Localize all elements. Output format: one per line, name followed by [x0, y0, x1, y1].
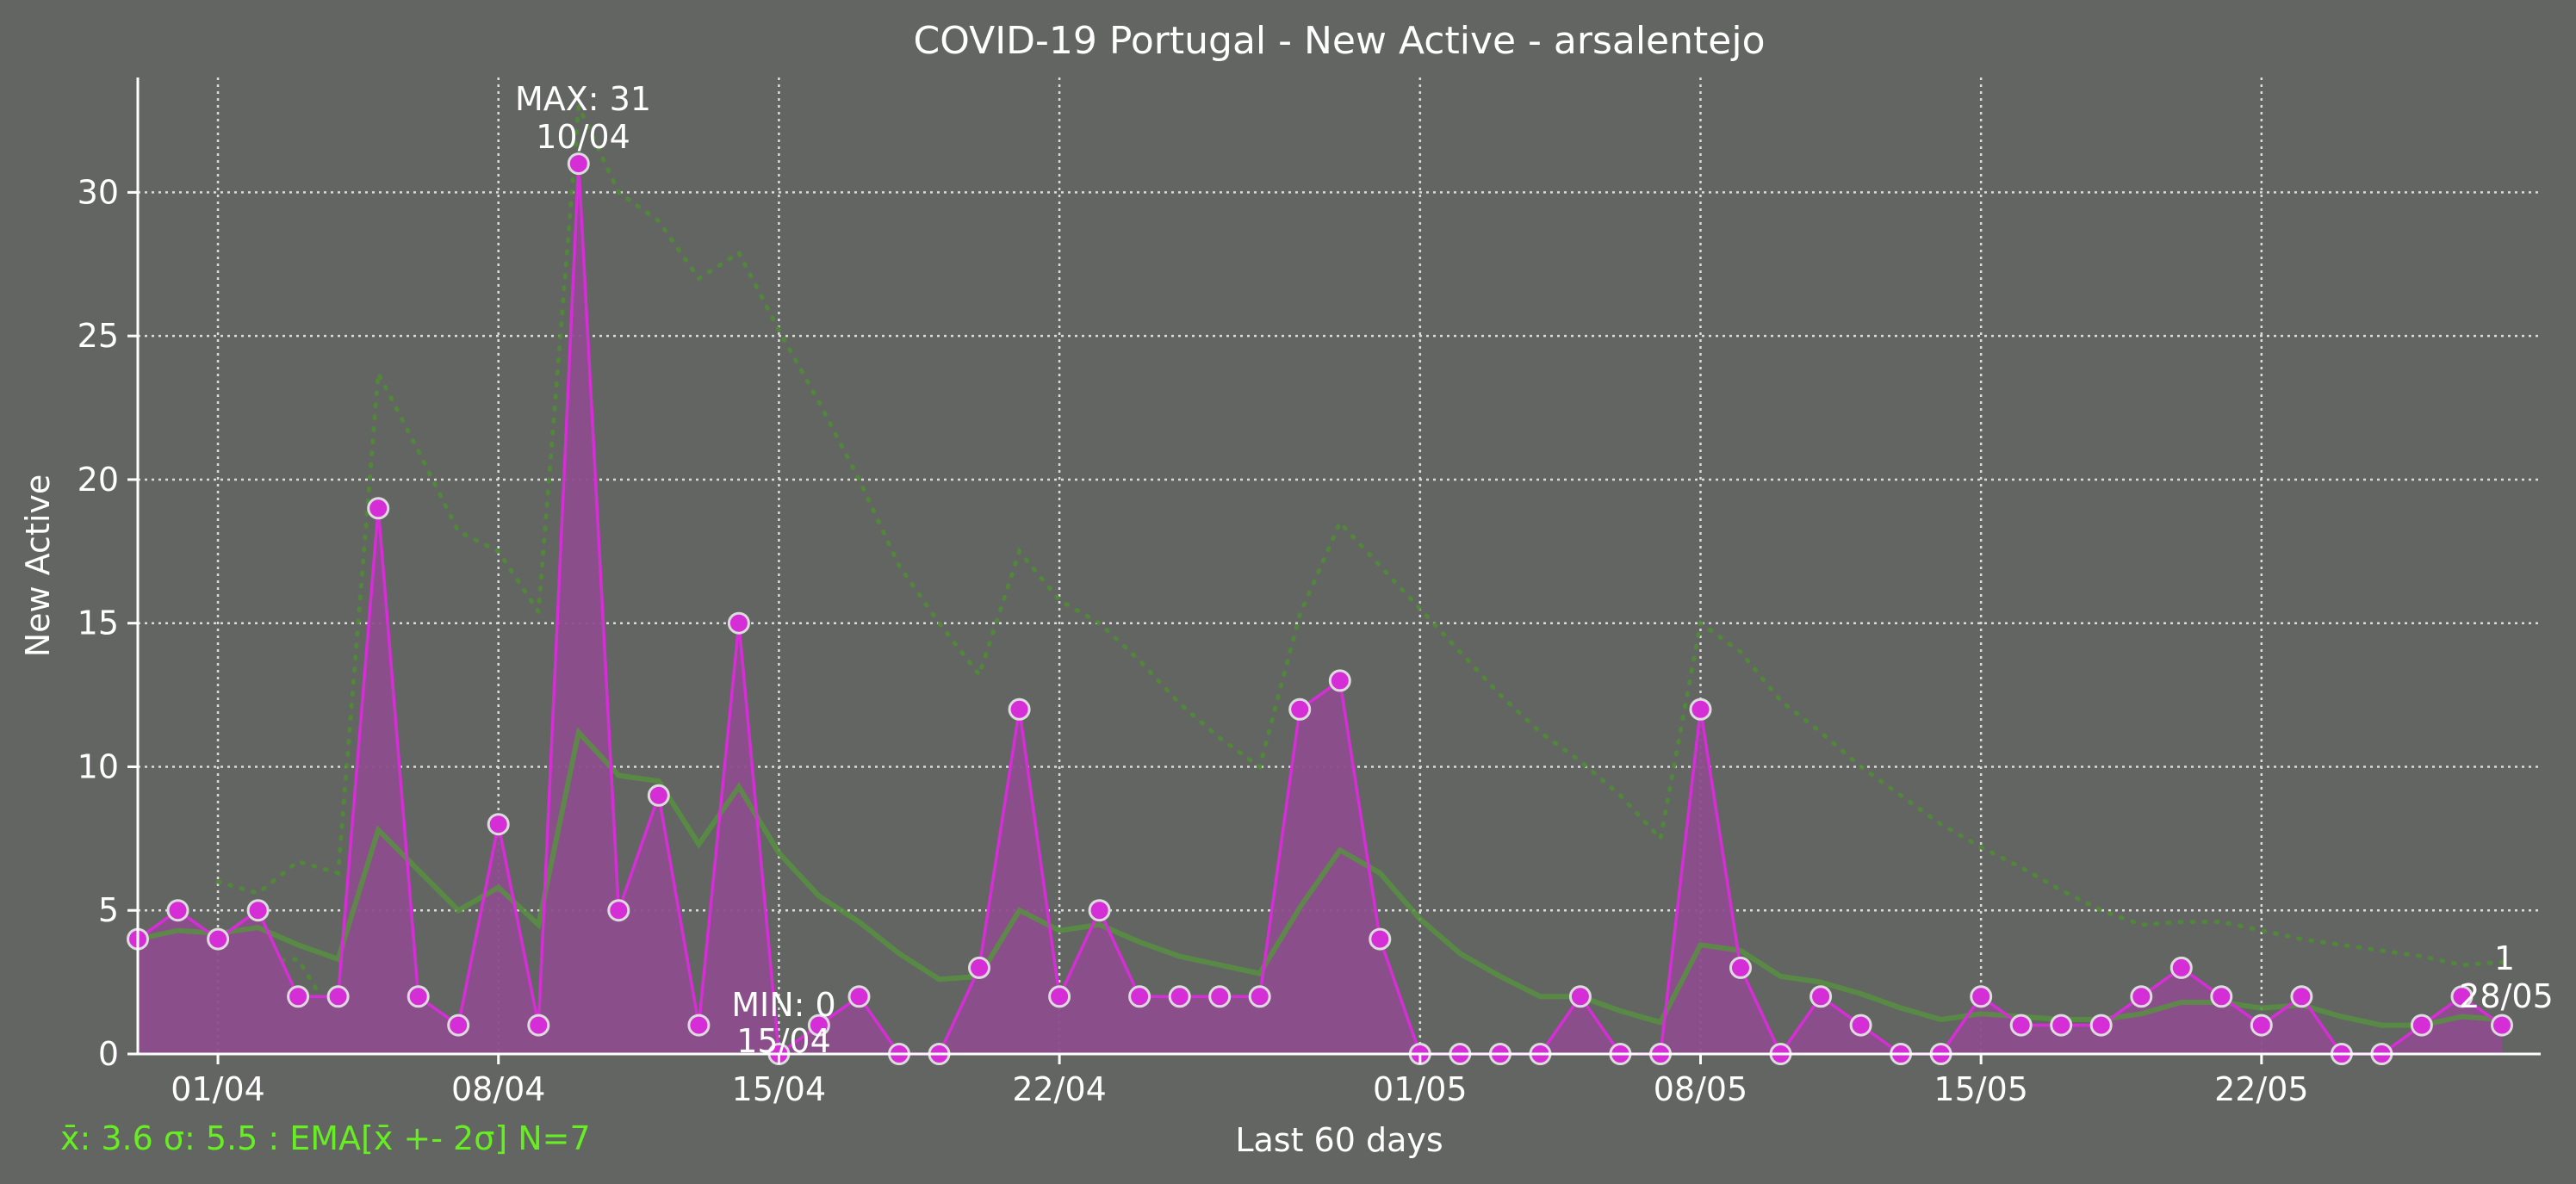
data-point: [1369, 927, 1392, 951]
area-fill-layer: [138, 164, 2502, 1055]
last-annotation-value: 1: [2494, 939, 2515, 977]
data-point: [1168, 985, 1191, 1008]
y-tick-label: 15: [78, 604, 119, 642]
ema-upper-band: [215, 97, 2505, 968]
data-point: [1248, 985, 1271, 1008]
x-tick-label: 15/04: [732, 1070, 827, 1108]
data-point: [2130, 985, 2153, 1008]
data-point: [447, 1014, 470, 1037]
data-point: [1088, 899, 1111, 922]
data-point: [2169, 956, 2193, 979]
data-point: [326, 985, 350, 1008]
data-point: [2290, 985, 2313, 1008]
data-point: [487, 813, 510, 836]
data-point: [1970, 985, 1993, 1008]
y-tick-label: 25: [78, 317, 119, 355]
data-point: [2250, 1014, 2273, 1037]
data-point: [1288, 697, 1312, 721]
data-point: [567, 152, 590, 176]
data-point: [166, 899, 189, 922]
x-tick-label: 22/05: [2214, 1070, 2309, 1108]
data-point: [1689, 697, 1712, 721]
data-point: [2009, 1014, 2033, 1037]
data-point: [1568, 985, 1592, 1008]
x-tick-label: 08/05: [1654, 1070, 1748, 1108]
data-point: [1849, 1014, 1872, 1037]
data-point: [1208, 985, 1232, 1008]
max-annotation-date: 10/04: [536, 118, 630, 156]
data-point: [607, 899, 630, 922]
data-point: [727, 611, 750, 635]
data-point: [527, 1014, 550, 1037]
data-point: [1809, 985, 1833, 1008]
data-point: [1729, 956, 1752, 979]
x-tick-label: 01/05: [1373, 1070, 1468, 1108]
data-point: [2210, 985, 2233, 1008]
data-point: [2491, 1014, 2513, 1037]
data-point: [968, 956, 990, 979]
axes: [136, 77, 2541, 1056]
last-annotation-date: 28/05: [2459, 977, 2554, 1015]
data-point: [1008, 697, 1031, 721]
data-point: [246, 899, 270, 922]
data-point: [367, 497, 390, 520]
footer-stats: x̄: 3.6 σ: 5.5 : EMA[x̄ +- 2σ] N=7: [60, 1119, 591, 1157]
y-tick-label: 0: [98, 1035, 119, 1073]
min-annotation-label: MIN: 0: [731, 986, 835, 1024]
x-tick-label: 01/04: [171, 1070, 265, 1108]
data-point: [2050, 1014, 2073, 1037]
x-axis-label: Last 60 days: [1235, 1121, 1443, 1159]
y-tick-label: 5: [98, 891, 119, 929]
ema-band-layer: [215, 97, 2505, 1051]
data-point: [2410, 1014, 2433, 1037]
y-tick-label: 30: [78, 173, 119, 211]
data-point: [407, 985, 430, 1008]
data-point: [287, 985, 310, 1008]
data-point: [687, 1014, 711, 1037]
annotations: MAX: 31 10/04 MIN: 0 15/04 1 28/05: [515, 80, 2554, 1060]
data-point: [847, 985, 871, 1008]
data-point: [807, 1014, 830, 1037]
ticks: 0 5 10 15 20 25 30 01/04 08/04 15/04 22/04 01/05 08/…: [78, 173, 2309, 1108]
y-tick-label: 20: [78, 461, 119, 499]
chart-title: COVID-19 Portugal - New Active - arsalen…: [914, 19, 1766, 63]
y-axis-label: New Active: [19, 474, 57, 658]
x-tick-label: 22/04: [1012, 1070, 1107, 1108]
data-point: [1128, 985, 1151, 1008]
y-tick-label: 10: [78, 747, 119, 785]
x-tick-label: 08/04: [451, 1070, 546, 1108]
min-annotation-date: 15/04: [736, 1022, 831, 1060]
data-point: [2089, 1014, 2113, 1037]
data-point: [1048, 985, 1071, 1008]
data-point: [647, 784, 670, 807]
data-point: [207, 927, 230, 951]
max-annotation-label: MAX: 31: [515, 80, 651, 118]
data-point: [1328, 669, 1351, 692]
data-area-fill: [138, 164, 2502, 1055]
data-point: [2450, 985, 2474, 1008]
x-tick-label: 15/05: [1934, 1070, 2028, 1108]
